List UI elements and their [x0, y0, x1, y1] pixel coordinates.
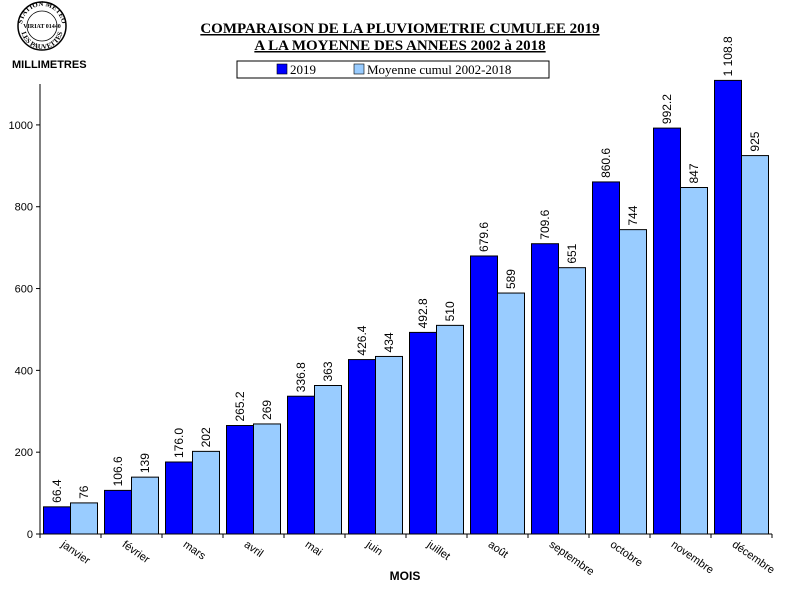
chart-title: COMPARAISON DE LA PLUVIOMETRIE CUMULEE 2… [200, 21, 599, 37]
y-tick-label: 200 [15, 447, 33, 459]
legend-swatch-moyenne [353, 63, 365, 75]
y-tick-label: 0 [27, 529, 33, 541]
bar-moyenne [497, 292, 525, 535]
bars [43, 79, 769, 535]
bar-moyenne [558, 267, 586, 535]
x-axis-title: MOIS [390, 569, 421, 583]
legend-label-2019: 2019 [290, 62, 316, 77]
data-label-2019: 426.4 [355, 325, 369, 355]
data-label-moyenne: 76 [77, 485, 91, 499]
x-tick-label: octobre [608, 539, 645, 570]
bar-moyenne [375, 355, 403, 535]
bar-2019 [592, 181, 620, 535]
data-label-moyenne: 651 [565, 243, 579, 263]
data-label-2019: 860.6 [599, 148, 613, 178]
bar-2019 [287, 395, 315, 535]
y-axis: 0 200 400 600 800 1000 [9, 84, 41, 541]
x-tick-label: septembre [547, 539, 596, 579]
chart-subtitle: A LA MOYENNE DES ANNEES 2002 à 2018 [254, 38, 545, 54]
bar-moyenne [314, 385, 342, 535]
x-tick-label: février [120, 539, 152, 567]
data-label-2019: 176.0 [172, 428, 186, 458]
bar-2019 [714, 79, 742, 535]
legend-swatch-2019 [276, 63, 288, 75]
stamp-outer-ring [17, 1, 67, 51]
data-label-moyenne: 139 [138, 453, 152, 473]
data-label-moyenne: 744 [626, 205, 640, 225]
bar-moyenne [619, 229, 647, 535]
x-tick-label: juillet [424, 538, 452, 563]
bar-2019 [104, 489, 132, 535]
data-label-moyenne: 434 [382, 332, 396, 352]
stamp-top-text: STATION METEO [16, 0, 68, 25]
bar-moyenne [131, 476, 159, 535]
data-label-2019: 992.2 [660, 94, 674, 124]
data-label-2019: 492.8 [416, 298, 430, 328]
data-label-moyenne: 925 [748, 131, 762, 151]
data-label-moyenne: 269 [260, 400, 274, 420]
bar-2019 [531, 243, 559, 535]
y-tick-label: 800 [15, 202, 33, 214]
bar-moyenne [70, 502, 98, 535]
data-label-2019: 679.6 [477, 222, 491, 252]
x-tick-label: juin [363, 538, 385, 558]
x-tick-label: décembre [730, 539, 777, 577]
data-label-moyenne: 363 [321, 361, 335, 381]
bar-moyenne [253, 423, 281, 535]
data-label-2019: 106.6 [111, 456, 125, 486]
data-label-moyenne: 589 [504, 269, 518, 289]
bar-2019 [409, 331, 437, 535]
y-tick-label: 600 [15, 284, 33, 296]
bar-moyenne [436, 324, 464, 535]
y-tick-label: 400 [15, 365, 33, 377]
bar-moyenne [680, 187, 708, 535]
x-tick-label: novembre [669, 539, 716, 577]
data-label-2019: 336.8 [294, 362, 308, 392]
data-labels: 66.4 76 106.6 139 176.0 202 265.2 269 336.8 363 42… [50, 36, 762, 503]
bar-moyenne [741, 155, 769, 535]
legend-box [236, 60, 550, 79]
y-axis-title: MILLIMETRES [12, 59, 87, 71]
y-tick-label: 1000 [9, 120, 33, 132]
x-tick-label: mars [181, 539, 208, 563]
bar-2019 [348, 359, 376, 535]
legend: 2019 Moyenne cumul 2002-2018 [236, 60, 550, 79]
x-tick-label: janvier [58, 538, 93, 567]
data-label-moyenne: 510 [443, 301, 457, 321]
data-label-2019: 1 108.8 [721, 36, 735, 76]
bar-2019 [43, 506, 71, 535]
data-label-2019: 709.6 [538, 209, 552, 239]
legend-label-moyenne: Moyenne cumul 2002-2018 [367, 62, 511, 77]
bar-2019 [165, 461, 193, 535]
data-label-2019: 265.2 [233, 391, 247, 421]
data-label-moyenne: 202 [199, 427, 213, 447]
stamp-middle-text: VIRIAT 01440 [23, 24, 61, 30]
data-label-2019: 66.4 [50, 479, 64, 503]
bar-2019 [653, 127, 681, 535]
bar-moyenne [192, 450, 220, 535]
x-tick-label: avril [242, 539, 265, 560]
station-stamp: STATION METEO VIRIAT 01440 LES PAUVETTES [16, 0, 68, 51]
x-tick-label: mai [303, 539, 324, 559]
bar-2019 [470, 255, 498, 535]
x-tick-label: août [486, 539, 510, 561]
data-label-moyenne: 847 [687, 163, 701, 183]
bar-2019 [226, 425, 254, 535]
stamp-inner-ring [26, 10, 58, 42]
